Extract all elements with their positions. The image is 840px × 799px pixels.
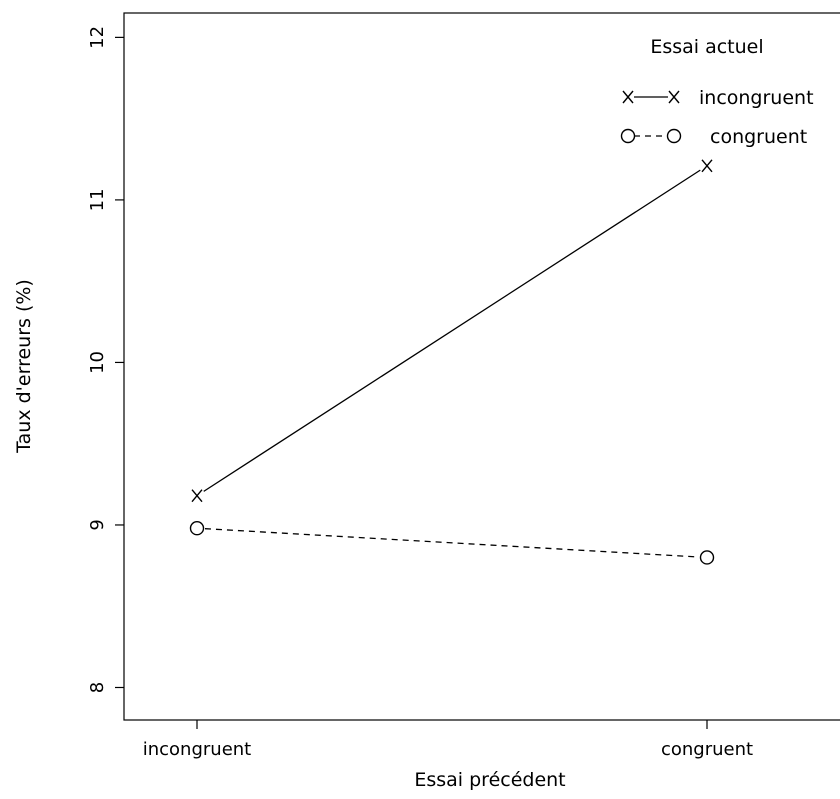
legend-label-congruent: congruent	[710, 126, 807, 148]
legend-item-incongruent: incongruent	[622, 87, 814, 109]
legend-marker-right-incongruent	[668, 90, 680, 104]
y-tick-label-11: 11	[87, 188, 108, 211]
data-point-congruent-incongruent	[189, 521, 205, 536]
legend-marker-right-congruent	[666, 128, 682, 144]
x-axis: incongruent congruent	[143, 720, 753, 760]
y-tick-label-9: 9	[87, 519, 108, 530]
plot-frame	[123, 12, 840, 721]
x-tick-label-incongruent: incongruent	[143, 739, 252, 760]
y-axis: 8 9 10 11 12	[87, 26, 124, 693]
legend-item-congruent: congruent	[620, 126, 807, 148]
legend-marker-left-congruent	[620, 128, 636, 144]
data-point-congruent-congruent	[699, 550, 715, 565]
data-point-incongruent-congruent	[701, 159, 713, 173]
series-congruent	[189, 521, 715, 565]
legend: Essai actuel incongruent congruent	[620, 36, 814, 148]
series-line-incongruent	[203, 169, 701, 492]
series-layer	[189, 159, 715, 565]
series-line-congruent	[204, 528, 700, 558]
y-tick-label-10: 10	[87, 351, 108, 374]
legend-label-incongruent: incongruent	[699, 87, 814, 109]
legend-title: Essai actuel	[650, 36, 763, 58]
legend-marker-left-incongruent	[622, 90, 634, 104]
data-point-incongruent-incongruent	[191, 489, 203, 503]
legend-items: incongruent congruent	[620, 87, 814, 148]
y-axis-title: Taux d'erreurs (%)	[13, 279, 35, 454]
y-tick-label-12: 12	[87, 26, 108, 49]
x-tick-label-congruent: congruent	[661, 739, 753, 760]
x-axis-title: Essai précédent	[414, 769, 565, 791]
y-tick-label-8: 8	[87, 682, 108, 693]
series-incongruent	[191, 159, 713, 503]
